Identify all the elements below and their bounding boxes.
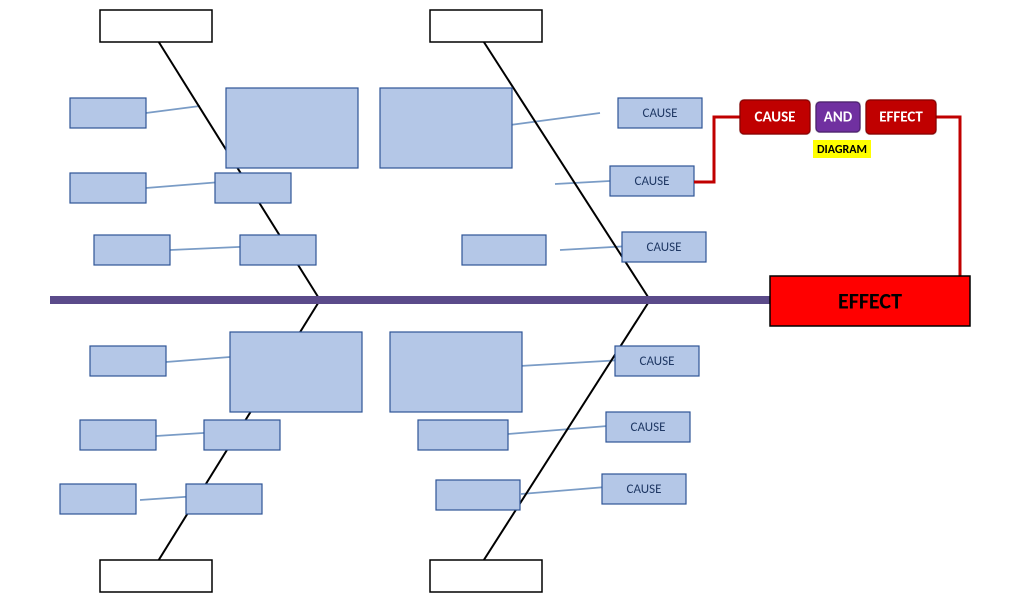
cause-box-11 [90,346,166,376]
cause-label-8: CAUSE [635,174,670,189]
cause-box-0 [70,98,146,128]
cause-box-14 [204,420,280,450]
cause-box-19 [418,420,508,450]
cause-box-16 [186,484,262,514]
cause-box-17 [390,332,522,412]
title-bracket-right [936,117,960,288]
cause-box-15 [60,484,136,514]
cause-label-10: CAUSE [647,240,682,255]
cause-label-22: CAUSE [627,482,662,497]
connector-10 [508,425,620,434]
category-box-1 [430,10,542,42]
cause-box-2 [70,173,146,203]
connector-3 [510,113,600,125]
connector-0 [146,106,200,113]
cause-box-4 [94,235,170,265]
category-box-2 [100,560,212,592]
connector-5 [560,246,630,250]
category-box-3 [430,560,542,592]
connector-6 [166,357,230,362]
category-box-0 [100,10,212,42]
cause-box-6 [380,88,512,168]
cause-box-21 [436,480,520,510]
connector-9 [520,360,622,366]
title-effect-label: EFFECT [879,109,923,127]
title-cause-label: CAUSE [755,109,796,127]
effect-label: EFFECT [838,287,902,314]
cause-label-18: CAUSE [640,354,675,369]
cause-box-5 [240,235,316,265]
cause-box-1 [226,88,358,168]
title-diagram-label: DIAGRAM [817,143,867,157]
cause-box-3 [215,173,291,203]
cause-box-13 [80,420,156,450]
cause-label-7: CAUSE [643,106,678,121]
cause-box-12 [230,332,362,412]
title-and-label: AND [824,109,853,127]
cause-box-9 [462,235,546,265]
fishbone-diagram: CAUSE CAUSE CAUSE CAUSE CAUSE CAUSE CAUSE AND EF… [0,0,1024,604]
cause-label-20: CAUSE [631,420,666,435]
